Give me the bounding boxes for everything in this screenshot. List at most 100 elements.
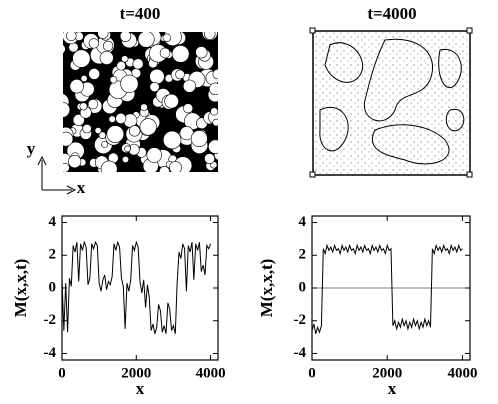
panel-title: t=4000 [367, 4, 416, 23]
y-tick-label: 4 [299, 214, 307, 230]
domain-blob [72, 49, 91, 68]
domain-blob [175, 69, 185, 80]
domain-blob [94, 127, 102, 134]
domain-blob [210, 107, 218, 116]
domain-blob [209, 82, 218, 96]
domain-wall [372, 124, 450, 165]
data-line [311, 243, 463, 334]
domain-blob [128, 125, 141, 137]
x-axis-label: x [388, 379, 397, 398]
corner-mark [466, 27, 473, 34]
data-line [61, 240, 212, 334]
domain-blob [79, 102, 88, 111]
y-tick-label: -4 [294, 345, 307, 361]
domain-blob [120, 74, 139, 93]
y-axis-label: M(x,x,t) [257, 259, 276, 318]
domain-blob [159, 47, 171, 59]
corner-mark [309, 171, 316, 178]
domain-blob [119, 32, 132, 42]
snapshot-domains [63, 32, 218, 172]
corner-mark [309, 27, 316, 34]
domain-wall [438, 48, 462, 88]
y-tick-label: 0 [49, 279, 57, 295]
domain-blob [146, 147, 162, 163]
domain-blob [82, 124, 92, 134]
domain-wall [363, 38, 434, 122]
indicator-arrowhead [37, 155, 47, 166]
domain-blob [212, 118, 218, 127]
y-tick-label: 0 [299, 279, 307, 295]
domain-blob [183, 103, 194, 114]
domain-blob [182, 79, 197, 93]
domain-wall [445, 108, 465, 132]
domain-blob [63, 131, 74, 147]
domain-blob [116, 61, 126, 71]
y-tick-label: -4 [44, 345, 57, 361]
x-tick-label: 0 [308, 365, 316, 381]
domain-blob [159, 165, 170, 172]
plot-frame [61, 215, 219, 361]
domain-blob [195, 46, 208, 59]
domain-blob [103, 40, 114, 51]
x-tick-label: 0 [58, 365, 66, 381]
y-axis-label: M(x,x,t) [11, 259, 30, 318]
domain-blob [204, 153, 215, 165]
domain-blob [88, 68, 101, 80]
domain-blob [99, 50, 114, 65]
domain-blob [80, 75, 88, 83]
domain-blob [100, 160, 118, 172]
domain-blob [137, 32, 155, 48]
x-tick-label: 2000 [121, 365, 151, 381]
indicator-y-label: y [27, 139, 36, 158]
domain-blob [106, 125, 125, 143]
indicator-x-label: x [77, 178, 86, 197]
domain-blob [212, 68, 218, 80]
domain-blob [164, 93, 179, 109]
indicator-arrowhead [66, 185, 77, 195]
y-tick-label: 4 [49, 214, 57, 230]
domain-blob [204, 32, 216, 40]
y-tick-label: -2 [44, 312, 57, 328]
domain-blob [63, 44, 66, 54]
y-tick-label: -2 [294, 312, 307, 328]
domain-wall [324, 42, 364, 83]
domain-blob [121, 55, 129, 63]
x-tick-label: 2000 [372, 365, 402, 381]
x-tick-label: 4000 [196, 365, 226, 381]
domain-blob [149, 82, 160, 93]
domain-blob [162, 33, 172, 42]
corner-mark [466, 171, 473, 178]
domain-blob [162, 130, 182, 150]
domain-blob [149, 68, 165, 85]
y-tick-label: 2 [49, 247, 57, 263]
domain-blob [121, 155, 130, 163]
domain-blob [124, 145, 131, 153]
x-axis-label: x [136, 379, 145, 398]
domain-walls [319, 38, 465, 165]
domain-blob [115, 112, 127, 124]
domain-blob [69, 79, 84, 94]
domain-blob [88, 38, 99, 49]
y-tick-label: 2 [299, 247, 307, 263]
domain-blob [66, 32, 77, 42]
domain-blob [63, 162, 70, 172]
domain-blob [171, 45, 190, 63]
domain-blob [97, 32, 109, 39]
domain-blob [101, 140, 109, 148]
domain-blob [72, 114, 85, 126]
domain-blob [140, 103, 148, 112]
domain-wall [319, 106, 349, 152]
panel-title: t=400 [120, 4, 161, 23]
snapshot-noise [313, 31, 470, 175]
domain-blob [108, 115, 116, 123]
domain-blob [169, 161, 182, 172]
domain-blob [208, 139, 218, 154]
axes-indicator [37, 155, 77, 195]
domain-blob [190, 130, 208, 147]
domain-blob [132, 58, 144, 70]
frame-corners [309, 27, 473, 178]
domain-blob [139, 118, 157, 136]
